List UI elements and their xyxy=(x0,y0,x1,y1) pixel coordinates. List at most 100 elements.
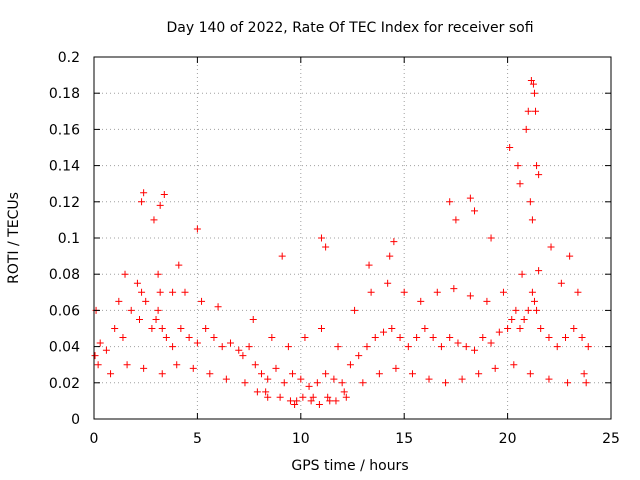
data-point xyxy=(284,343,292,351)
data-point xyxy=(529,80,537,88)
data-point xyxy=(222,375,230,383)
data-point xyxy=(429,334,437,342)
data-point xyxy=(578,334,586,342)
data-point xyxy=(140,189,148,197)
data-point xyxy=(491,364,499,372)
data-point xyxy=(305,382,313,390)
data-point xyxy=(471,346,479,354)
y-tick-label: 0 xyxy=(71,412,80,428)
data-point xyxy=(384,279,392,287)
data-point xyxy=(226,339,234,347)
data-point xyxy=(518,270,526,278)
data-point xyxy=(421,325,429,332)
x-tick-label: 10 xyxy=(292,431,310,447)
data-point xyxy=(185,334,193,342)
data-point xyxy=(293,397,301,405)
data-point xyxy=(535,171,543,179)
data-point xyxy=(404,343,412,351)
data-point xyxy=(553,343,561,351)
data-point xyxy=(557,279,565,287)
data-point xyxy=(584,343,592,351)
data-point xyxy=(94,361,102,369)
data-point xyxy=(258,370,266,378)
data-point xyxy=(177,325,185,332)
data-point xyxy=(142,297,150,305)
data-point xyxy=(495,328,503,336)
data-point xyxy=(417,297,425,305)
data-point xyxy=(309,393,317,401)
data-point xyxy=(210,334,218,342)
data-point xyxy=(510,361,518,369)
data-point xyxy=(158,370,166,378)
data-point xyxy=(388,325,396,332)
data-point xyxy=(532,107,540,115)
data-point xyxy=(138,198,146,206)
data-point xyxy=(121,270,129,278)
data-point xyxy=(365,261,373,269)
data-point xyxy=(276,393,284,401)
data-point xyxy=(206,370,214,378)
data-point xyxy=(508,315,516,323)
data-point xyxy=(123,361,131,369)
data-point xyxy=(580,370,588,378)
data-point xyxy=(526,370,534,378)
data-point xyxy=(156,201,164,209)
y-tick-label: 0.14 xyxy=(49,159,80,175)
data-point xyxy=(533,162,541,170)
data-points xyxy=(91,77,592,409)
data-point xyxy=(570,325,578,332)
data-point xyxy=(317,325,325,332)
data-point xyxy=(198,297,206,305)
data-point xyxy=(173,361,181,369)
data-point xyxy=(520,315,528,323)
data-point xyxy=(527,77,535,85)
data-point xyxy=(524,306,532,314)
y-tick-label: 0.12 xyxy=(49,195,80,211)
data-point xyxy=(278,252,286,260)
data-point xyxy=(264,375,272,383)
data-point xyxy=(446,334,454,342)
x-tick-label: 20 xyxy=(499,431,517,447)
x-tick-label: 5 xyxy=(193,431,202,447)
data-point xyxy=(253,388,261,396)
data-point xyxy=(313,379,321,387)
y-tick-label: 0.02 xyxy=(49,376,80,392)
data-point xyxy=(115,297,123,305)
data-point xyxy=(466,194,474,202)
data-point xyxy=(280,379,288,387)
data-point xyxy=(522,125,530,133)
data-point xyxy=(193,225,201,233)
chart-title: Day 140 of 2022, Rate Of TEC Index for r… xyxy=(166,20,533,36)
data-point xyxy=(193,339,201,347)
data-point xyxy=(363,343,371,351)
data-point xyxy=(338,379,346,387)
data-point xyxy=(307,397,315,405)
data-point xyxy=(526,198,534,206)
data-point xyxy=(111,325,119,332)
data-point xyxy=(516,325,524,332)
data-point xyxy=(289,370,297,378)
data-point xyxy=(514,162,522,170)
data-point xyxy=(458,375,466,383)
data-point xyxy=(452,216,460,224)
data-point xyxy=(433,288,441,296)
data-point xyxy=(562,334,570,342)
data-point xyxy=(235,346,243,354)
data-point xyxy=(135,315,143,323)
y-tick-label: 0.2 xyxy=(58,50,80,66)
y-tick-label: 0.08 xyxy=(49,267,80,283)
data-point xyxy=(127,306,135,314)
tick-labels: 0 5 10 15 20 25 0 0.02 0.04 0.06 0.08 0.1 0.12 0.14 0.… xyxy=(49,50,620,447)
data-point xyxy=(272,364,280,372)
data-point xyxy=(156,288,164,296)
y-tick-label: 0.1 xyxy=(58,231,80,247)
data-point xyxy=(107,370,115,378)
data-point xyxy=(454,339,462,347)
data-point xyxy=(297,375,305,383)
data-point xyxy=(413,334,421,342)
data-point xyxy=(396,334,404,342)
data-point xyxy=(535,267,543,275)
data-point xyxy=(245,343,253,351)
data-point xyxy=(582,379,590,387)
data-point xyxy=(375,370,383,378)
